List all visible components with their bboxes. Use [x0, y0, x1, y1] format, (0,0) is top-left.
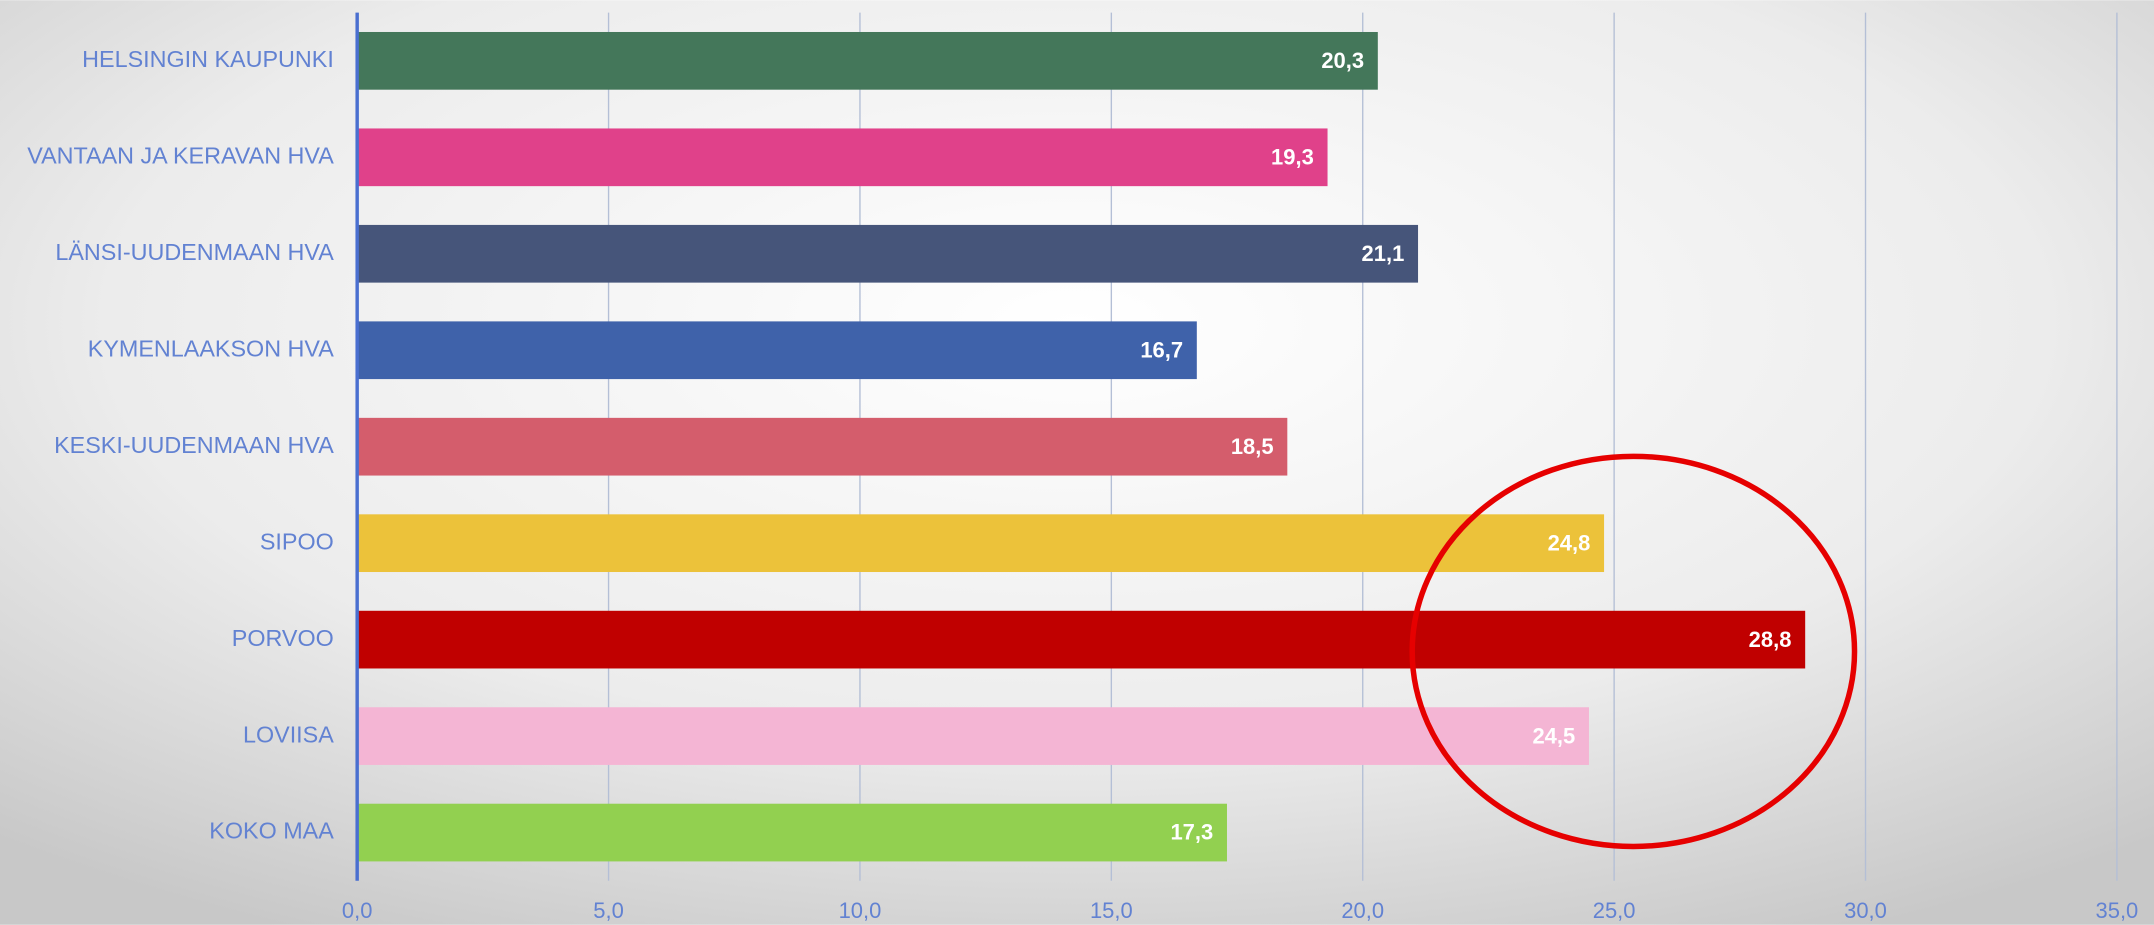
value-label: 24,8 [1548, 530, 1591, 555]
y-tick-label: SIPOO [260, 528, 334, 554]
y-tick-label: HELSINGIN KAUPUNKI [82, 46, 334, 72]
y-tick-label: KYMENLAAKSON HVA [88, 335, 334, 361]
y-tick-label: LOVIISA [243, 721, 334, 747]
x-tick-label: 15,0 [1090, 898, 1133, 923]
value-label: 19,3 [1271, 144, 1314, 169]
value-label: 17,3 [1170, 820, 1213, 845]
bar [357, 31, 1378, 90]
bar [357, 321, 1197, 380]
y-tick-label: VANTAAN JA KERAVAN HVA [27, 142, 334, 168]
highlight-circle [1409, 453, 1858, 850]
y-tick-label: PORVOO [232, 625, 334, 651]
bar [357, 514, 1605, 573]
x-tick-label: 35,0 [2096, 898, 2139, 923]
x-tick-label: 30,0 [1844, 898, 1887, 923]
bar [357, 610, 1806, 669]
y-tick-label: KESKI-UUDENMAAN HVA [54, 432, 334, 458]
y-tick-label: KOKO MAA [209, 818, 334, 844]
x-tick-label: 5,0 [593, 898, 624, 923]
bar [357, 224, 1419, 283]
plot-area: 0,0 5,0 10,0 15,0 20,0 25,0 30,0 35,0 HELSINGIN … [27, 12, 2139, 923]
x-tick-label: 0,0 [342, 898, 373, 923]
bar [357, 417, 1288, 476]
x-tick-label: 25,0 [1593, 898, 1636, 923]
value-label: 18,5 [1231, 434, 1274, 459]
bar [357, 128, 1328, 187]
value-label: 16,7 [1140, 337, 1183, 362]
value-label: 24,5 [1532, 723, 1575, 748]
bar [357, 707, 1589, 765]
value-label: 20,3 [1321, 48, 1364, 73]
value-label: 28,8 [1749, 627, 1792, 652]
value-label: 21,1 [1362, 241, 1405, 266]
y-tick-label: LÄNSI-UUDENMAAN HVA [55, 239, 334, 265]
bar [357, 803, 1227, 862]
x-tick-label: 10,0 [839, 898, 882, 923]
x-tick-label: 20,0 [1341, 898, 1384, 923]
